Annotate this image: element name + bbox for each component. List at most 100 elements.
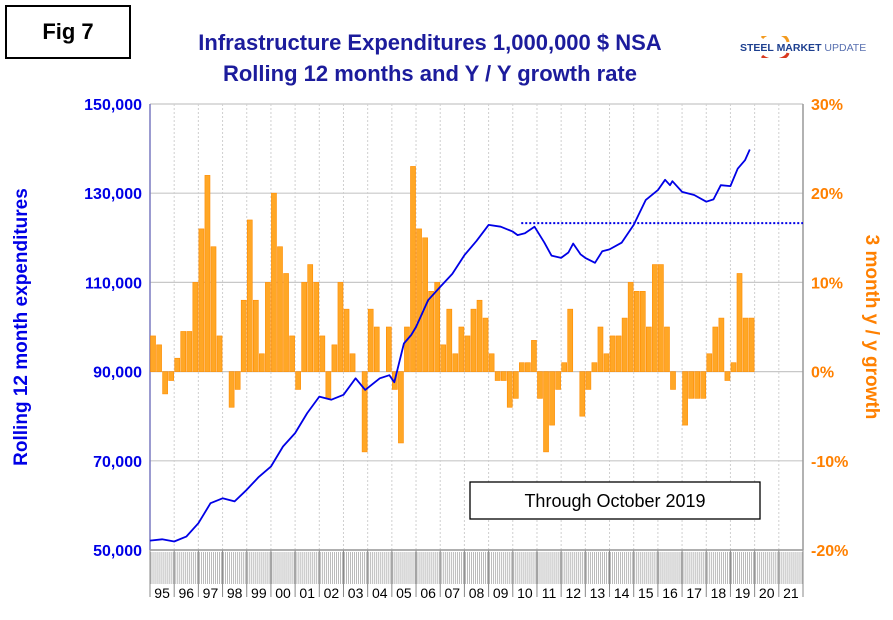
x-axis-tick-label: 05 (396, 585, 412, 601)
growth-bar (331, 344, 338, 372)
x-axis-tick-label: 06 (420, 585, 436, 601)
growth-bar (609, 335, 616, 372)
growth-bar (724, 371, 731, 381)
growth-bar (186, 331, 193, 372)
growth-bar (664, 326, 670, 372)
growth-bar (567, 308, 574, 372)
growth-bar (343, 308, 350, 372)
growth-bar (428, 291, 434, 372)
growth-bar (367, 308, 374, 372)
x-axis-tick-label: 16 (662, 585, 678, 601)
growth-bar (470, 308, 477, 372)
growth-bar (748, 317, 755, 372)
x-axis-tick-label: 07 (445, 585, 461, 601)
x-axis-tick-label: 98 (227, 585, 243, 601)
chart-title-line-1: Infrastructure Expenditures 1,000,000 $ … (198, 30, 662, 55)
growth-bar (307, 264, 314, 372)
growth-bar (555, 371, 561, 390)
growth-bar (585, 371, 592, 390)
growth-bar (500, 371, 507, 381)
left-axis-title: Rolling 12 month expenditures (11, 188, 32, 466)
growth-bar (531, 340, 537, 372)
x-axis-tick-label: 19 (735, 585, 751, 601)
growth-bar (265, 282, 271, 372)
growth-bar (398, 371, 404, 444)
growth-bar (525, 362, 531, 372)
left-axis-tick-label: 130,000 (84, 186, 142, 203)
svg-text:STEEL MARKET UPDATE: STEEL MARKET UPDATE (740, 42, 866, 54)
x-axis-tick-label: 13 (590, 585, 606, 601)
growth-bar (700, 371, 707, 399)
growth-bar (458, 326, 465, 372)
growth-bar (216, 335, 223, 372)
growth-bar (706, 353, 713, 372)
growth-bar (174, 357, 181, 372)
growth-bar (277, 246, 283, 372)
growth-bar (549, 371, 555, 426)
growth-bar (670, 371, 676, 390)
growth-bar (204, 175, 211, 372)
growth-bar (234, 371, 241, 390)
growth-bar (156, 344, 162, 372)
growth-bar (597, 326, 604, 372)
growth-bar (192, 282, 199, 372)
growth-bar (537, 371, 543, 399)
growth-bar (615, 335, 622, 372)
x-axis-tick-label: 14 (614, 585, 630, 601)
growth-bar (440, 344, 447, 372)
left-axis-tick-label: 50,000 (93, 543, 142, 560)
growth-bar (228, 371, 235, 408)
right-axis-tick-label: 10% (811, 275, 843, 292)
left-axis-tick-label: 70,000 (93, 454, 142, 471)
growth-bar (240, 299, 247, 372)
growth-bar (246, 219, 253, 372)
growth-bar (506, 371, 513, 408)
x-axis-tick-label: 99 (251, 585, 267, 601)
growth-bar (361, 371, 368, 453)
growth-bar (603, 353, 610, 372)
growth-bar (410, 166, 416, 372)
growth-bar (452, 353, 459, 372)
growth-bar (373, 326, 380, 372)
growth-bar (337, 282, 344, 372)
chart-title: Infrastructure Expenditures 1,000,000 $ … (150, 27, 710, 89)
x-axis-tick-label: 15 (638, 585, 654, 601)
figure-label: Fig 7 (5, 5, 131, 59)
growth-bar (446, 308, 453, 372)
left-axis-tick-label: 90,000 (93, 365, 142, 382)
growth-bar (561, 362, 567, 372)
growth-bar (742, 317, 749, 372)
growth-bar (519, 362, 525, 372)
growth-bar (488, 353, 495, 372)
left-axis-tick-label: 150,000 (84, 97, 142, 114)
growth-bar (694, 371, 701, 399)
growth-bar (712, 326, 719, 372)
right-axis-tick-label: 20% (811, 186, 843, 203)
left-axis-tick-label: 110,000 (85, 275, 142, 292)
growth-bar (718, 317, 725, 372)
growth-bar (180, 331, 187, 372)
growth-bar (730, 362, 737, 372)
growth-bar (252, 299, 259, 372)
growth-bar (543, 371, 549, 453)
annotation-box (469, 481, 761, 520)
x-axis-tick-label: 21 (783, 585, 799, 601)
right-axis-tick-label: -20% (811, 543, 848, 560)
x-axis-tick-label: 95 (154, 585, 170, 601)
growth-bar (289, 335, 295, 372)
growth-bar (416, 228, 422, 372)
right-axis-title: 3 month y / y growth (861, 235, 882, 420)
growth-bar (645, 326, 652, 372)
chart-title-line-2: Rolling 12 months and Y / Y growth rate (222, 61, 637, 86)
growth-bar (688, 371, 694, 399)
annotation-text: Through October 2019 (524, 491, 705, 511)
right-axis-tick-label: -10% (811, 454, 848, 471)
growth-bar (682, 371, 688, 426)
growth-bar (319, 335, 326, 372)
right-axis-tick-label: 30% (811, 97, 843, 114)
growth-bar (271, 192, 277, 372)
growth-bar (404, 326, 410, 372)
growth-bar (633, 291, 640, 372)
x-axis-tick-label: 09 (493, 585, 509, 601)
